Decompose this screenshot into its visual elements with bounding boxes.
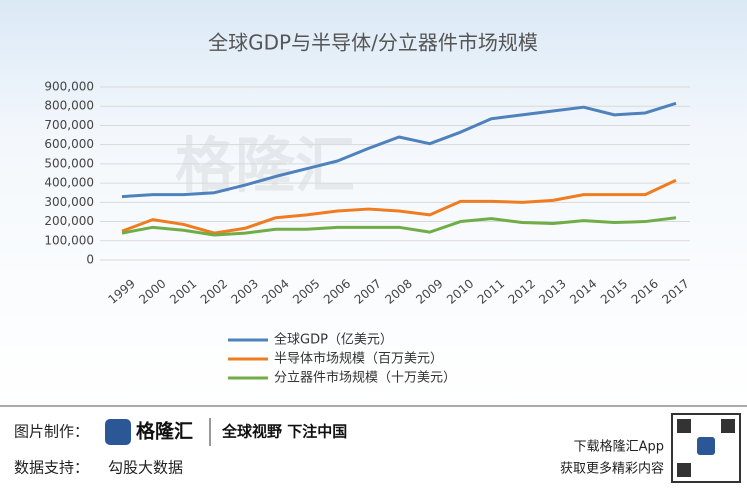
y-tick-label: 100,000 bbox=[44, 233, 94, 247]
footer-label: 图片制作： bbox=[14, 423, 89, 441]
footer-label: 数据支持： bbox=[14, 459, 89, 477]
watermark: 格隆汇 bbox=[175, 132, 355, 202]
slogan: 全球视野 下注中国 bbox=[221, 423, 347, 441]
logo-text: 格隆汇 bbox=[136, 420, 193, 443]
logo-icon bbox=[105, 419, 131, 445]
app-text: 下载格隆汇App bbox=[574, 439, 664, 455]
qr-code bbox=[721, 419, 735, 433]
series-line bbox=[121, 178, 677, 235]
y-tick-label: 800,000 bbox=[44, 99, 94, 113]
y-tick-label: 500,000 bbox=[44, 156, 94, 170]
y-tick-label: 0 bbox=[86, 253, 94, 267]
legend-label: 半导体市场规模（百万美元） bbox=[274, 351, 443, 367]
y-tick-label: 900,000 bbox=[44, 80, 94, 94]
qr-code bbox=[677, 463, 691, 477]
qr-code bbox=[677, 419, 691, 433]
y-tick-label: 300,000 bbox=[44, 195, 94, 209]
data-source: 勾股大数据 bbox=[108, 459, 183, 477]
y-tick-label: 200,000 bbox=[44, 214, 94, 228]
y-tick-label: 700,000 bbox=[44, 118, 94, 132]
y-tick-label: 600,000 bbox=[44, 137, 94, 151]
legend: 全球GDP（亿美元） 半导体市场规模（百万美元） 分立器件市场规模（十万美元） bbox=[228, 332, 456, 386]
app-text: 获取更多精彩内容 bbox=[560, 461, 664, 477]
series-line bbox=[121, 216, 677, 237]
series-line bbox=[121, 101, 677, 199]
legend-label: 分立器件市场规模（十万美元） bbox=[274, 370, 456, 386]
qr-code bbox=[697, 437, 715, 455]
footer-background bbox=[0, 405, 747, 488]
chart-title: 全球GDP与半导体/分立器件市场规模 bbox=[208, 31, 538, 55]
legend-label: 全球GDP（亿美元） bbox=[274, 332, 393, 348]
y-tick-label: 400,000 bbox=[44, 176, 94, 190]
